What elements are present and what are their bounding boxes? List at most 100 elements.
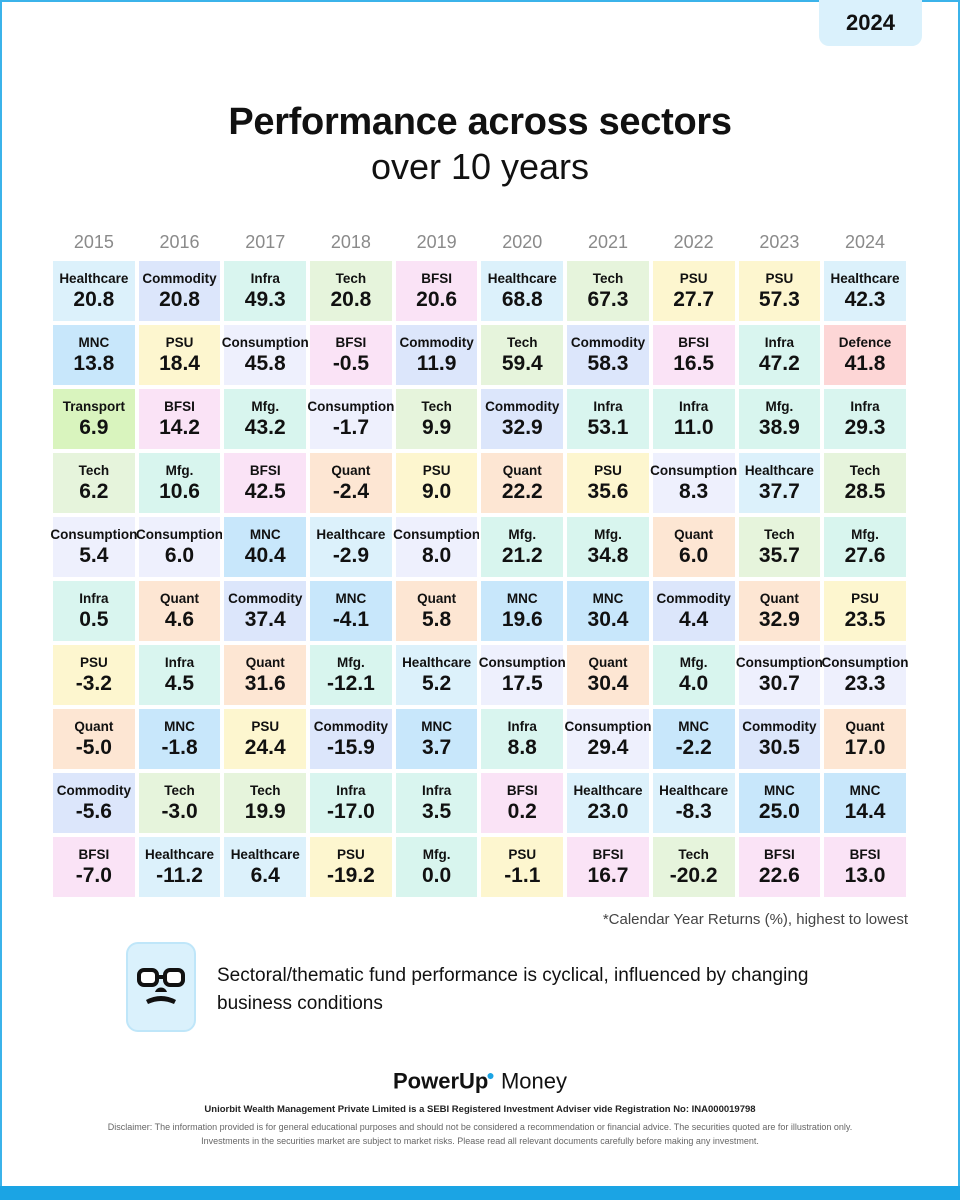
sector-return: 0.2 bbox=[507, 800, 537, 823]
sector-return: 0.0 bbox=[421, 864, 452, 887]
sector-name: BFSI bbox=[249, 463, 281, 478]
sector-name: Consumption bbox=[735, 655, 823, 670]
sector-return: 35.7 bbox=[758, 544, 800, 567]
sector-name: Tech bbox=[592, 271, 624, 286]
year-header-2019: 2019 bbox=[416, 232, 457, 252]
sector-cell: Quant 22.2 bbox=[479, 451, 566, 515]
sector-return: -1.7 bbox=[332, 416, 369, 439]
sector-name: PSU bbox=[679, 271, 708, 286]
sector-name: MNC bbox=[592, 591, 624, 606]
sector-name: Commodity bbox=[656, 591, 731, 606]
sector-return: 47.2 bbox=[758, 352, 800, 375]
sector-return: 4.4 bbox=[679, 608, 709, 631]
sector-name: Tech bbox=[335, 271, 367, 286]
sector-name: Quant bbox=[674, 527, 714, 542]
sector-name: Healthcare bbox=[830, 271, 900, 286]
sector-cell: MNC 14.4 bbox=[822, 771, 908, 835]
sector-cell: Defence 41.8 bbox=[822, 323, 908, 387]
sector-cell: BFSI 0.2 bbox=[479, 771, 566, 835]
sector-name: Tech bbox=[764, 527, 795, 542]
sector-return: 24.4 bbox=[244, 736, 286, 759]
sector-return: 10.6 bbox=[159, 480, 200, 503]
sector-return: 6.0 bbox=[679, 544, 709, 567]
sector-name: Healthcare bbox=[59, 271, 129, 286]
year-header-2017: 2017 bbox=[245, 232, 286, 252]
sector-name: MNC bbox=[678, 719, 710, 734]
sector-return: -2.4 bbox=[332, 480, 369, 503]
sector-cell: Consumption 23.3 bbox=[822, 643, 909, 707]
sector-name: MNC bbox=[335, 591, 367, 606]
sector-cell: Consumption 8.0 bbox=[393, 515, 481, 579]
sector-name: Commodity bbox=[570, 335, 646, 350]
sector-cell: Consumption 5.4 bbox=[50, 515, 137, 579]
disclaimer-text: Disclaimer: The information provided is … bbox=[107, 1122, 853, 1146]
sector-return: 30.5 bbox=[758, 736, 800, 759]
sector-cell: Consumption 17.5 bbox=[479, 643, 566, 707]
year-column: BFSI 20.6 Commodity 11.9 Tech 9.9 PSU 9.0 Consum… bbox=[393, 259, 481, 899]
sector-return: 67.3 bbox=[587, 288, 629, 311]
sector-name: Quant bbox=[502, 463, 542, 478]
sector-cell: MNC -2.2 bbox=[650, 707, 737, 771]
sector-cell: Healthcare -8.3 bbox=[650, 771, 737, 835]
sector-cell: PSU 18.4 bbox=[136, 323, 223, 387]
sector-return: 34.8 bbox=[587, 544, 629, 567]
sector-return: 4.0 bbox=[679, 672, 709, 695]
sector-name: Infra bbox=[507, 719, 537, 734]
sector-return: 40.4 bbox=[244, 544, 286, 567]
year-column: Tech 20.8 BFSI -0.5 Consumption -1.7 Quant -2.4… bbox=[307, 259, 394, 899]
sector-name: BFSI bbox=[849, 847, 881, 862]
sector-name: Infra bbox=[764, 335, 794, 350]
sector-cell: Mfg. 10.6 bbox=[136, 451, 223, 515]
sector-return: 22.6 bbox=[758, 864, 800, 887]
sector-return: 13.8 bbox=[73, 352, 115, 375]
sector-return: 9.0 bbox=[421, 480, 452, 503]
sector-name: Consumption bbox=[393, 527, 481, 542]
sector-name: PSU bbox=[79, 655, 108, 670]
sector-name: Mfg. bbox=[851, 527, 879, 542]
sector-return: 42.5 bbox=[244, 480, 286, 503]
sector-cell: BFSI -0.5 bbox=[308, 323, 394, 387]
sector-name: BFSI bbox=[763, 847, 795, 862]
sector-return: 29.3 bbox=[844, 416, 886, 439]
sector-cell: Commodity -15.9 bbox=[308, 707, 394, 771]
sector-name: Mfg. bbox=[165, 463, 194, 478]
sector-return: 14.4 bbox=[844, 800, 886, 823]
sector-name: Healthcare bbox=[316, 527, 386, 542]
sector-name: Quant bbox=[245, 655, 285, 670]
sector-cell: Healthcare 68.8 bbox=[479, 259, 566, 323]
sector-return: 6.2 bbox=[79, 480, 109, 503]
sector-name: Mfg. bbox=[765, 399, 794, 414]
sector-return: -12.1 bbox=[326, 672, 375, 695]
sector-return: 37.4 bbox=[244, 608, 286, 631]
sector-return: 16.5 bbox=[673, 352, 715, 375]
sector-cell: Quant 6.0 bbox=[650, 515, 737, 579]
year-column: Tech 67.3 Commodity 58.3 Infra 53.1 PSU 35.6 Mfg… bbox=[564, 259, 651, 899]
sector-cell: Consumption 8.3 bbox=[650, 451, 737, 515]
sector-cell: Mfg. 27.6 bbox=[822, 515, 908, 579]
sector-cell: Tech 6.2 bbox=[51, 451, 137, 515]
sector-name: PSU bbox=[165, 335, 194, 350]
sector-name: Tech bbox=[249, 783, 281, 798]
sector-return: 30.7 bbox=[758, 672, 800, 695]
sector-cell: Commodity 58.3 bbox=[565, 323, 651, 387]
sector-return: 27.7 bbox=[673, 288, 715, 311]
year-column: Healthcare 20.8 MNC 13.8 Transport 6.9 Tech 6.2… bbox=[50, 259, 137, 899]
sector-return: 17.5 bbox=[501, 672, 543, 695]
sector-name: Infra bbox=[679, 399, 709, 414]
sector-name: MNC bbox=[506, 591, 538, 606]
sector-cell: Tech 19.9 bbox=[222, 771, 309, 835]
sector-name: Healthcare bbox=[487, 271, 557, 286]
sector-return: -0.5 bbox=[332, 352, 369, 375]
sector-cell: BFSI 14.2 bbox=[136, 387, 223, 451]
sector-cell: MNC -4.1 bbox=[308, 579, 394, 643]
sector-return: -20.2 bbox=[669, 864, 718, 887]
sector-cell: PSU -3.2 bbox=[51, 643, 137, 707]
sector-cell: Tech -20.2 bbox=[650, 835, 737, 899]
sector-return: 38.9 bbox=[758, 416, 800, 439]
sector-name: MNC bbox=[763, 783, 795, 798]
brand-name-regular: Money bbox=[500, 1068, 567, 1094]
sector-return: 41.8 bbox=[844, 352, 886, 375]
sector-cell: Quant 32.9 bbox=[736, 579, 823, 643]
sector-name: Mfg. bbox=[337, 655, 365, 670]
sector-name: Healthcare bbox=[145, 847, 215, 862]
